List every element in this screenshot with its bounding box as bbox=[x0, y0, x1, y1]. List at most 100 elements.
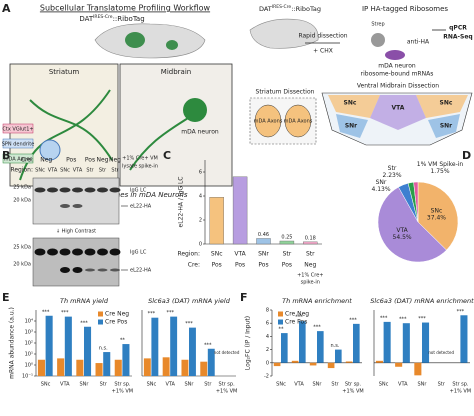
x-tick-label: SNc bbox=[211, 251, 223, 258]
x-tick-sublabel: +1% VM bbox=[216, 389, 237, 395]
x-tick-label: VTA bbox=[294, 382, 304, 388]
annotation: *** bbox=[457, 309, 465, 315]
pie-value: 1.75% bbox=[430, 168, 449, 175]
region-label: Str bbox=[99, 168, 107, 174]
panel-letter: B bbox=[2, 149, 10, 162]
panel-letter: E bbox=[2, 291, 10, 304]
band bbox=[72, 267, 83, 273]
bar bbox=[37, 359, 45, 376]
bar bbox=[189, 327, 196, 376]
bar bbox=[414, 362, 422, 376]
caption: HA-tagged ribosomes in mDA Neurons bbox=[52, 191, 187, 199]
annotation: *** bbox=[313, 325, 321, 331]
pie-label: 1% VM Spike-in bbox=[417, 161, 464, 168]
panel-letter: D bbox=[462, 149, 471, 162]
y-tick-label: 10⁻¹ bbox=[22, 374, 33, 380]
x-tick-label: SNr bbox=[80, 382, 90, 388]
bar bbox=[200, 361, 208, 376]
vta-sketch bbox=[370, 95, 426, 130]
y-tick-label: 4 bbox=[266, 334, 269, 340]
annotation: *** bbox=[42, 309, 50, 315]
pie-slice bbox=[377, 186, 447, 263]
x-tick-label: Str bbox=[100, 382, 108, 388]
spn-dendrite-sketch bbox=[39, 139, 61, 161]
bar bbox=[395, 362, 403, 367]
kda-label: 25 kDa bbox=[13, 185, 31, 191]
legend-label: Cre Neg bbox=[285, 311, 309, 318]
cre-label: Pos bbox=[66, 157, 76, 164]
legend-swatch bbox=[98, 319, 103, 325]
legend-label: Cre Pos bbox=[285, 319, 307, 326]
mouse-label: DATIRES-Cre::RiboTag bbox=[259, 4, 321, 14]
spike-label: spike-in bbox=[301, 280, 320, 286]
band bbox=[72, 187, 83, 193]
band bbox=[59, 187, 71, 193]
inset-label: Midbrain bbox=[161, 68, 191, 76]
band bbox=[84, 248, 96, 256]
bar bbox=[402, 323, 410, 363]
pie-value: 4.13% bbox=[371, 186, 390, 193]
bar bbox=[317, 331, 324, 363]
pie-value: 37.4% bbox=[427, 214, 446, 221]
y-tick-label: 0 bbox=[266, 360, 269, 366]
y-tick-label: 6 bbox=[266, 321, 269, 327]
x-tick-label: Str bbox=[438, 382, 446, 388]
mouse-label-part: ::RiboTag bbox=[291, 5, 321, 13]
value-label: 0.18 bbox=[305, 235, 316, 241]
x-tick-label: SNc bbox=[379, 382, 389, 388]
step-label: Rapid dissection bbox=[298, 33, 347, 40]
step-label: + CHX bbox=[313, 48, 333, 55]
bar bbox=[57, 358, 65, 376]
panel-letter: F bbox=[240, 291, 248, 304]
mouse-label-part: ::RiboTag bbox=[113, 15, 145, 23]
bar bbox=[279, 240, 295, 245]
x-tick-label: Str bbox=[331, 382, 339, 388]
panel-letter: C bbox=[163, 149, 171, 162]
bar bbox=[64, 316, 72, 376]
pie-slice bbox=[417, 181, 459, 251]
region-label: VTA bbox=[73, 168, 83, 174]
legend-swatch bbox=[278, 319, 283, 325]
y-tick-label: 10¹ bbox=[25, 352, 33, 358]
striatum-region bbox=[125, 32, 145, 48]
output-label: qPCR bbox=[449, 25, 467, 32]
annotation: *** bbox=[185, 321, 193, 327]
bar bbox=[353, 323, 360, 363]
legend-label: Ctx VGlut1+ bbox=[2, 127, 33, 133]
snr-sketch bbox=[336, 114, 368, 138]
bar bbox=[143, 358, 151, 376]
spike-label: lysate spike-in bbox=[122, 164, 158, 170]
bar bbox=[299, 321, 306, 363]
band-label: eL22-HA bbox=[130, 204, 152, 210]
step-label: ribosome-bound mRNAs bbox=[361, 71, 434, 78]
ribosome-sketch bbox=[385, 50, 405, 60]
annotation: *** bbox=[61, 310, 69, 316]
legend-label: SPN dendrite bbox=[2, 142, 35, 148]
pie-label: Str bbox=[388, 165, 397, 172]
cre-label: Pos bbox=[258, 262, 268, 269]
x-tick-label: Str bbox=[306, 251, 315, 258]
region-label: Str bbox=[86, 168, 94, 174]
pie-label: SNc bbox=[431, 207, 443, 214]
kda-label: 20 kDa bbox=[13, 198, 31, 204]
legend-swatch bbox=[278, 311, 283, 317]
bar bbox=[103, 352, 111, 376]
band bbox=[34, 187, 46, 193]
snc-sketch bbox=[328, 95, 380, 118]
y-tick-label: 10³ bbox=[25, 330, 33, 336]
step-title: IP HA-tagged Ribosomes bbox=[362, 5, 448, 13]
pie-label: VTA bbox=[396, 227, 408, 234]
kda-label: 20 kDa bbox=[13, 262, 31, 268]
bar bbox=[151, 317, 159, 376]
panel-letter: A bbox=[2, 2, 11, 15]
chart-title: Th mRNA enrichment bbox=[282, 297, 352, 305]
step-label: mDA neuron bbox=[378, 63, 416, 70]
contrast-label: ↓ High Contrast bbox=[56, 229, 96, 235]
bar bbox=[84, 326, 92, 376]
mouse-label-part: DAT bbox=[79, 15, 94, 23]
cre-label: Pos bbox=[235, 262, 245, 269]
mouse-brain-sketch bbox=[249, 18, 319, 49]
inset-label: mDA neuron bbox=[181, 129, 219, 136]
band bbox=[97, 268, 108, 272]
band-label: IgG LC bbox=[130, 250, 147, 256]
